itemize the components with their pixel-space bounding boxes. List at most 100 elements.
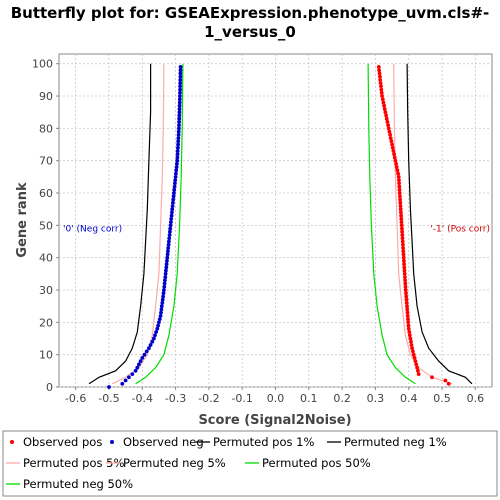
point-observed-pos bbox=[402, 271, 407, 276]
point-observed-neg bbox=[170, 210, 174, 215]
point-observed-neg bbox=[167, 239, 171, 244]
point-observed-neg bbox=[162, 281, 167, 286]
point-observed-neg bbox=[178, 94, 182, 98]
point-observed-pos bbox=[410, 346, 414, 351]
legend-label: Observed pos bbox=[23, 435, 102, 449]
point-observed-pos bbox=[396, 171, 400, 176]
series-line-permuted-pos-1- bbox=[406, 63, 473, 385]
point-observed-neg bbox=[162, 288, 166, 292]
point-observed-neg bbox=[168, 223, 173, 228]
point-observed-pos bbox=[384, 116, 389, 121]
point-observed-pos bbox=[415, 365, 419, 370]
point-observed-pos bbox=[386, 126, 391, 131]
y-tick-label: 70 bbox=[39, 155, 53, 168]
point-observed-pos bbox=[405, 310, 410, 315]
point-observed-neg bbox=[150, 339, 155, 344]
point-observed-pos bbox=[395, 168, 400, 173]
x-tick-label: -0.6 bbox=[65, 392, 86, 405]
point-observed-neg bbox=[133, 368, 138, 373]
point-observed-neg bbox=[178, 87, 183, 92]
point-observed-pos bbox=[413, 359, 418, 363]
point-observed-pos bbox=[414, 362, 419, 367]
point-observed-neg bbox=[169, 220, 173, 225]
point-observed-neg bbox=[158, 314, 163, 318]
point-observed-pos bbox=[392, 152, 396, 157]
point-observed-neg bbox=[177, 116, 182, 121]
legend-label: Permuted neg 1% bbox=[344, 435, 447, 449]
point-observed-pos bbox=[386, 123, 390, 127]
point-observed-neg bbox=[147, 346, 151, 351]
y-tick-label: 100 bbox=[32, 58, 53, 71]
point-observed-pos bbox=[394, 165, 399, 170]
point-observed-neg bbox=[107, 385, 111, 389]
point-observed-neg bbox=[175, 162, 179, 166]
y-tick-label: 50 bbox=[39, 219, 53, 232]
point-observed-pos bbox=[405, 314, 410, 318]
point-observed-pos bbox=[402, 265, 407, 270]
point-observed-pos bbox=[406, 326, 411, 331]
point-observed-pos bbox=[398, 194, 402, 199]
point-observed-neg bbox=[176, 145, 180, 150]
point-observed-pos bbox=[378, 78, 383, 82]
point-observed-pos bbox=[412, 356, 417, 360]
point-observed-neg bbox=[175, 155, 180, 160]
point-observed-neg bbox=[176, 136, 181, 141]
x-tick-label: 0.2 bbox=[333, 392, 351, 405]
point-observed-neg bbox=[177, 97, 182, 102]
legend: Observed pos Observed neg Permuted pos 1% P… bbox=[6, 435, 447, 491]
point-observed-neg bbox=[172, 187, 177, 192]
point-observed-pos bbox=[406, 323, 411, 328]
legend-item: Observed neg bbox=[110, 435, 204, 449]
point-observed-neg bbox=[159, 307, 164, 312]
point-observed-neg bbox=[137, 362, 141, 367]
point-observed-neg bbox=[174, 171, 178, 176]
point-observed-neg bbox=[130, 372, 135, 376]
point-observed-neg bbox=[177, 110, 182, 115]
point-observed-pos bbox=[391, 149, 396, 153]
point-observed-neg bbox=[144, 349, 149, 354]
point-observed-neg bbox=[161, 291, 166, 296]
point-observed-neg bbox=[173, 175, 178, 179]
grid bbox=[59, 54, 492, 388]
point-observed-neg bbox=[138, 359, 143, 363]
point-observed-pos bbox=[399, 210, 403, 215]
point-observed-pos bbox=[392, 155, 397, 160]
x-tick-label: -0.5 bbox=[98, 392, 119, 405]
point-observed-pos bbox=[380, 94, 384, 98]
series-layer bbox=[88, 63, 473, 389]
y-tick-label: 90 bbox=[39, 90, 53, 103]
y-tick-label: 0 bbox=[46, 381, 53, 394]
point-observed-neg bbox=[123, 378, 128, 383]
point-observed-pos bbox=[393, 158, 398, 163]
point-observed-pos bbox=[409, 343, 414, 347]
point-observed-pos bbox=[404, 297, 409, 302]
point-observed-pos bbox=[403, 288, 408, 292]
point-observed-neg bbox=[157, 317, 162, 321]
point-observed-neg bbox=[178, 74, 183, 79]
point-observed-neg bbox=[177, 107, 182, 111]
point-observed-neg bbox=[174, 168, 179, 173]
point-observed-pos bbox=[404, 294, 409, 299]
legend-label: Permuted neg 5% bbox=[123, 456, 226, 470]
point-observed-pos bbox=[402, 268, 407, 273]
point-observed-pos bbox=[401, 242, 405, 247]
point-observed-neg bbox=[154, 330, 159, 334]
point-observed-neg bbox=[176, 132, 181, 137]
point-observed-pos bbox=[404, 291, 408, 296]
point-observed-pos bbox=[399, 217, 404, 221]
x-tick-label: 0.4 bbox=[400, 392, 418, 405]
point-observed-neg bbox=[178, 84, 183, 89]
point-observed-neg bbox=[175, 152, 180, 157]
y-tick-label: 60 bbox=[39, 187, 53, 200]
legend-item: Permuted pos 1% bbox=[196, 435, 314, 449]
point-observed-neg bbox=[174, 165, 179, 170]
point-observed-neg bbox=[165, 259, 169, 263]
legend-label: Permuted neg 50% bbox=[23, 477, 133, 491]
point-observed-pos bbox=[399, 213, 403, 218]
point-observed-pos bbox=[394, 162, 398, 166]
point-observed-neg bbox=[169, 213, 174, 218]
point-observed-pos bbox=[430, 375, 434, 380]
point-observed-neg bbox=[173, 181, 177, 186]
point-observed-pos bbox=[401, 255, 406, 260]
